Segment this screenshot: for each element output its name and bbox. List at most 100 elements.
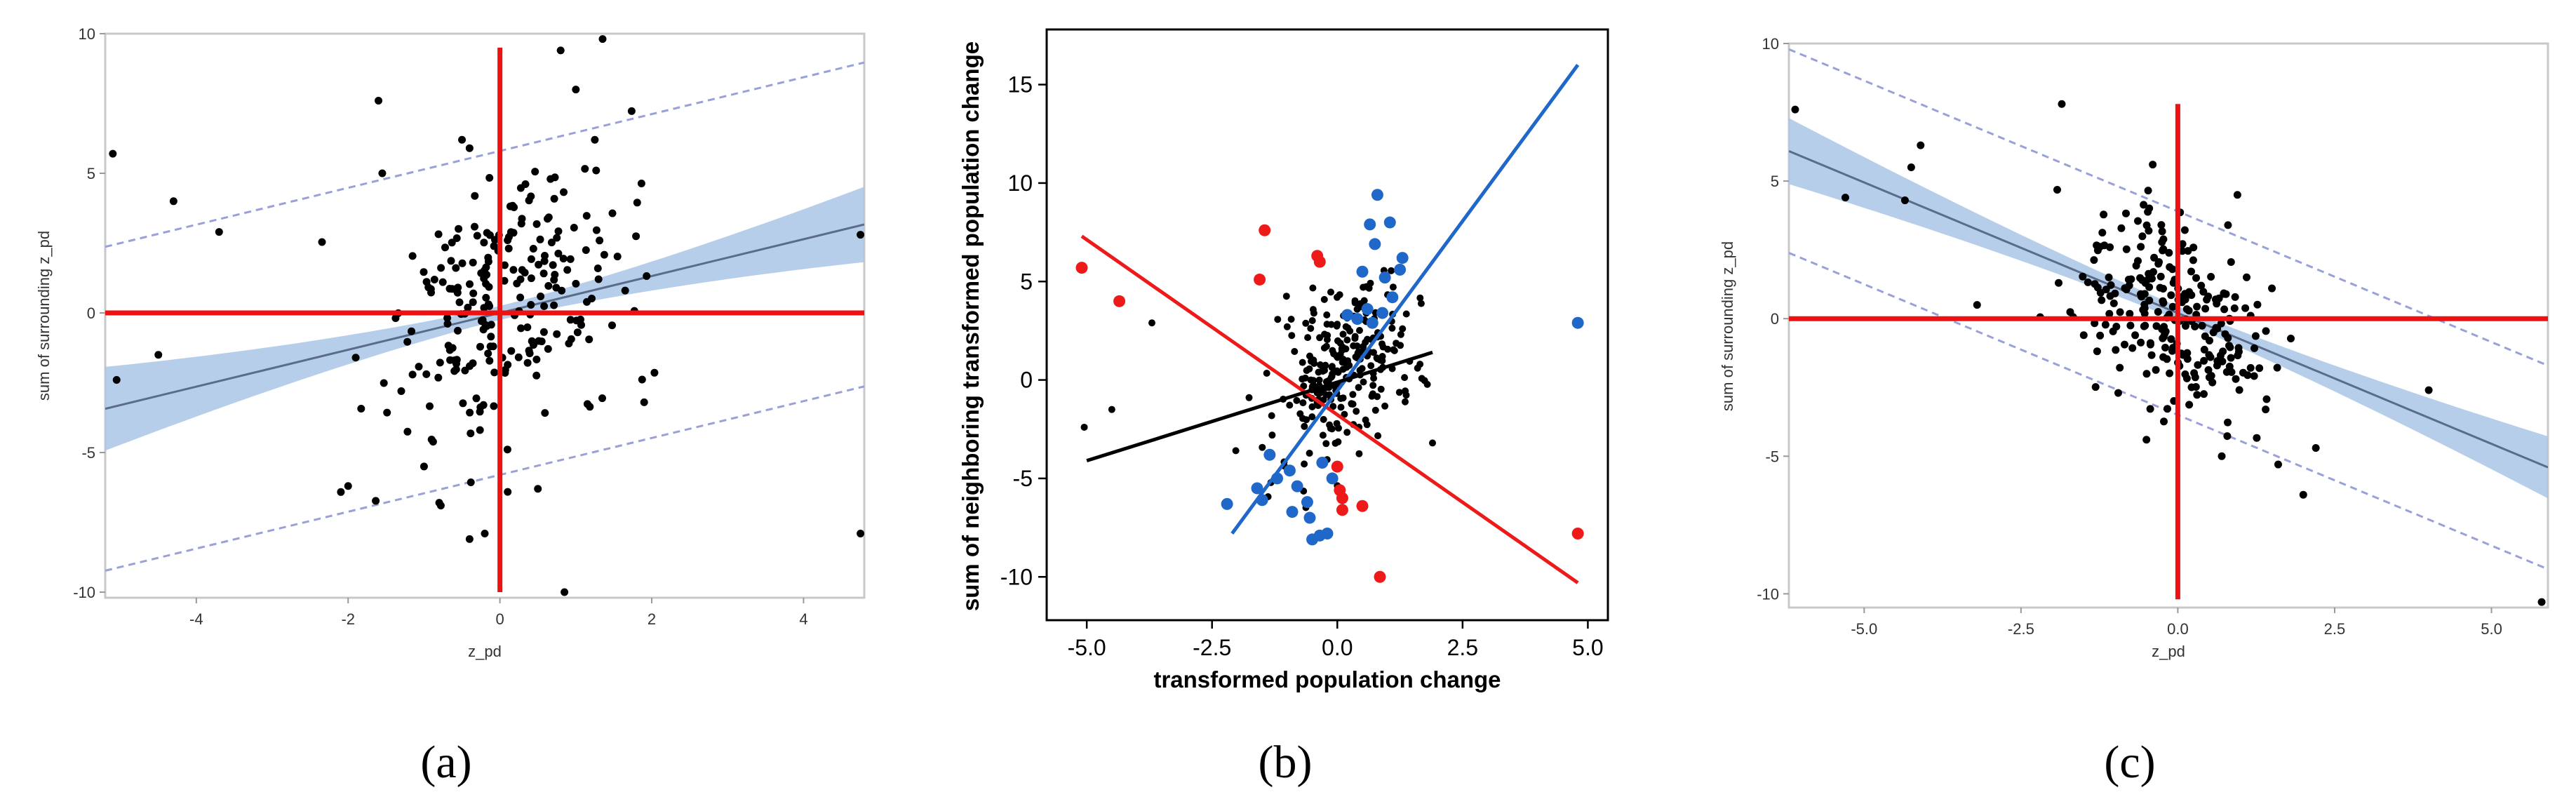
data-point — [2091, 383, 2100, 391]
data-point — [1319, 431, 1327, 439]
data-point — [2197, 281, 2206, 290]
data-point — [337, 488, 345, 496]
data-point — [554, 227, 563, 236]
data-point — [514, 353, 523, 361]
data-point — [2165, 248, 2173, 257]
data-point — [535, 337, 543, 345]
data-point — [556, 46, 565, 55]
data-point — [2227, 354, 2235, 362]
data-point — [2225, 342, 2233, 350]
data-point — [452, 234, 461, 242]
data-point — [2079, 272, 2087, 281]
data-point — [2093, 347, 2101, 356]
data-point — [1353, 305, 1361, 313]
data-point — [536, 235, 544, 243]
data-point — [2147, 351, 2156, 359]
black-regression-line — [1086, 350, 1433, 463]
data-point — [2093, 241, 2101, 250]
data-point — [2180, 226, 2189, 234]
red-data-point — [1259, 224, 1271, 236]
data-point — [1358, 365, 1366, 373]
data-point — [1371, 406, 1379, 414]
data-point — [1108, 406, 1115, 413]
data-point — [2145, 227, 2153, 235]
data-point — [540, 257, 549, 265]
x-tick-label: -5.0 — [1068, 635, 1106, 660]
data-point — [2140, 290, 2149, 298]
data-point — [1327, 424, 1334, 432]
data-point — [509, 266, 518, 274]
x-tick-label: 5.0 — [2481, 620, 2502, 638]
data-point — [112, 376, 121, 384]
data-point — [2126, 321, 2135, 330]
data-point — [2131, 331, 2140, 340]
data-point — [408, 252, 417, 260]
data-point — [1322, 342, 1330, 350]
data-point — [552, 283, 561, 292]
red-data-point — [1336, 492, 1348, 504]
blue-data-point — [1364, 218, 1376, 231]
data-point — [351, 354, 360, 362]
data-point — [2116, 308, 2124, 316]
data-point — [1344, 324, 1352, 332]
data-point — [454, 326, 462, 335]
data-point — [2189, 256, 2197, 264]
data-point — [1357, 300, 1364, 307]
data-point — [484, 300, 492, 309]
data-point — [1316, 334, 1324, 342]
data-point — [1367, 362, 1375, 370]
data-point — [594, 275, 603, 283]
data-point — [1306, 352, 1313, 360]
data-point — [109, 149, 117, 158]
red-data-point — [1254, 273, 1266, 286]
blue-data-point — [1316, 456, 1329, 469]
data-point — [1907, 163, 1915, 171]
data-point — [1351, 297, 1359, 304]
data-point — [627, 107, 636, 115]
data-point — [2220, 305, 2229, 314]
data-point — [2223, 432, 2232, 441]
x-tick-label: 5.0 — [1572, 635, 1603, 660]
data-point — [2287, 335, 2295, 342]
data-point — [438, 278, 447, 286]
data-point — [577, 315, 584, 323]
data-point — [1388, 267, 1395, 274]
data-point — [1791, 105, 1799, 114]
data-point — [553, 330, 561, 338]
data-point — [1900, 196, 1909, 205]
data-point — [2217, 319, 2225, 328]
blue-data-point — [1263, 448, 1276, 461]
data-point — [2213, 361, 2221, 370]
data-point — [1376, 356, 1384, 364]
x-tick-label: 2.5 — [1447, 635, 1478, 660]
data-point — [397, 387, 405, 395]
data-point — [2058, 100, 2066, 108]
data-point — [215, 228, 223, 236]
data-point — [2169, 344, 2178, 352]
data-point — [1388, 324, 1396, 332]
data-point — [1304, 334, 1312, 342]
data-point — [2182, 374, 2191, 382]
data-point — [2184, 247, 2192, 255]
data-point — [516, 275, 525, 283]
data-point — [551, 271, 559, 279]
data-point — [2268, 284, 2276, 293]
data-point — [504, 244, 513, 253]
y-tick-label: 10 — [1762, 35, 1779, 53]
data-point — [1395, 389, 1403, 396]
data-point — [1268, 431, 1276, 439]
blue-regression-line — [1230, 64, 1580, 535]
data-point — [2154, 308, 2162, 316]
data-point — [650, 368, 659, 377]
data-point — [583, 297, 591, 306]
data-point — [1286, 401, 1294, 409]
data-point — [1287, 316, 1295, 323]
data-point — [1301, 460, 1308, 468]
data-point — [1308, 403, 1316, 410]
data-point — [480, 239, 488, 247]
data-point — [534, 485, 542, 493]
data-point — [2167, 335, 2175, 343]
data-point — [1259, 443, 1266, 451]
data-point — [437, 264, 445, 272]
x-tick-label: 2 — [648, 610, 656, 628]
